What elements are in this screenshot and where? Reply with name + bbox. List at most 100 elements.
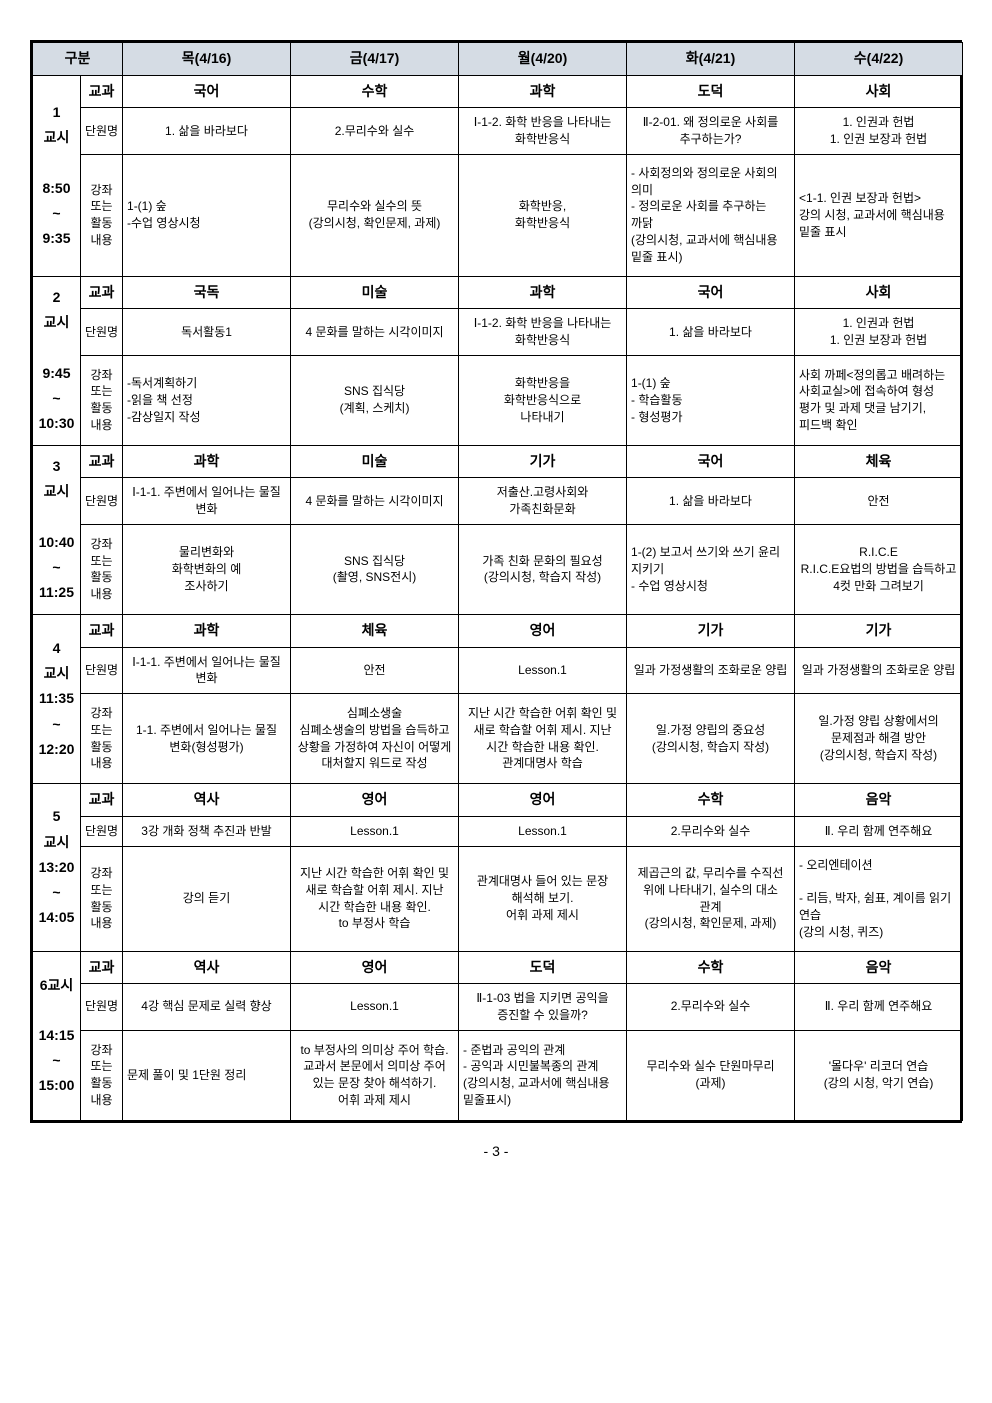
period-5-subject-row: 5교시13:20~14:05교과역사영어영어수학음악 bbox=[33, 784, 963, 817]
period-6-content-3: 무리수와 실수 단원마무리(과제) bbox=[627, 1030, 795, 1120]
period-1-content-1: 무리수와 실수의 뜻(강의시청, 확인문제, 과제) bbox=[291, 154, 459, 276]
period-5-content-2: 관계대명사 들어 있는 문장 해석해 보기.어휘 과제 제시 bbox=[459, 846, 627, 951]
period-4-subject-3: 기가 bbox=[627, 614, 795, 647]
period-1-subject-0: 국어 bbox=[123, 75, 291, 108]
period-4-unit-1: 안전 bbox=[291, 647, 459, 694]
period-2-subject-0: 국독 bbox=[123, 276, 291, 309]
period-2-content-4: 사회 까페<정의롭고 배려하는 사회교실>에 접속하여 형성 평가 및 과제 댓… bbox=[795, 355, 963, 445]
period-3-content-0: 물리변화와화학변화의 예조사하기 bbox=[123, 524, 291, 614]
header-row: 구분목(4/16)금(4/17)월(4/20)화(4/21)수(4/22) bbox=[33, 43, 963, 76]
period-1-content-3: - 사회정의와 정의로운 사회의 의미- 정의로운 사회를 추구하는 까닭(강의… bbox=[627, 154, 795, 276]
subject-label: 교과 bbox=[81, 445, 123, 478]
period-2-unit-row: 단원명독서활동14 문화를 말하는 시각이미지Ⅰ-1-2. 화학 반응을 나타내… bbox=[33, 309, 963, 356]
period-2-label: 2교시9:45~10:30 bbox=[33, 276, 81, 445]
unit-label: 단원명 bbox=[81, 478, 123, 525]
period-1-unit-0: 1. 삶을 바라보다 bbox=[123, 108, 291, 155]
period-3-unit-3: 1. 삶을 바라보다 bbox=[627, 478, 795, 525]
period-4-subject-2: 영어 bbox=[459, 614, 627, 647]
period-6-label: 6교시14:15~15:00 bbox=[33, 951, 81, 1120]
period-4-content-2: 지난 시간 학습한 어휘 확인 및 새로 학습할 어휘 제시. 지난 시간 학습… bbox=[459, 694, 627, 784]
period-3-subject-0: 과학 bbox=[123, 445, 291, 478]
period-6-unit-2: Ⅱ-1-03 법을 지키면 공익을 증진할 수 있을까? bbox=[459, 984, 627, 1031]
period-2-content-row: 강좌 또는 활동 내용-독서계획하기-읽을 책 선정-감상일지 작성SNS 집식… bbox=[33, 355, 963, 445]
unit-label: 단원명 bbox=[81, 647, 123, 694]
period-5-content-1: 지난 시간 학습한 어휘 확인 및 새로 학습할 어휘 제시. 지난 시간 학습… bbox=[291, 846, 459, 951]
period-5-subject-0: 역사 bbox=[123, 784, 291, 817]
period-2-unit-3: 1. 삶을 바라보다 bbox=[627, 309, 795, 356]
period-1-content-0: 1-(1) 숲-수업 영상시청 bbox=[123, 154, 291, 276]
period-4-content-0: 1-1. 주변에서 일어나는 물질 변화(형성평가) bbox=[123, 694, 291, 784]
subject-label: 교과 bbox=[81, 614, 123, 647]
period-5-unit-0: 3강 개화 정책 추진과 반발 bbox=[123, 816, 291, 846]
period-4-subject-1: 체육 bbox=[291, 614, 459, 647]
header-gubun: 구분 bbox=[33, 43, 123, 76]
period-1-subject-3: 도덕 bbox=[627, 75, 795, 108]
header-day-0: 목(4/16) bbox=[123, 43, 291, 76]
period-4-unit-row: 단원명Ⅰ-1-1. 주변에서 일어나는 물질 변화안전Lesson.1일과 가정… bbox=[33, 647, 963, 694]
period-4-content-3: 일.가정 양립의 중요성(강의시청, 학습지 작성) bbox=[627, 694, 795, 784]
unit-label: 단원명 bbox=[81, 309, 123, 356]
period-1-unit-3: Ⅱ-2-01. 왜 정의로운 사회를 추구하는가? bbox=[627, 108, 795, 155]
period-5-content-0: 강의 듣기 bbox=[123, 846, 291, 951]
content-label: 강좌 또는 활동 내용 bbox=[81, 846, 123, 951]
period-4-label: 4교시11:35~12:20 bbox=[33, 614, 81, 783]
period-3-content-row: 강좌 또는 활동 내용물리변화와화학변화의 예조사하기SNS 집식당(촬영, S… bbox=[33, 524, 963, 614]
period-5-content-4: - 오리엔테이션- 리듬, 박자, 쉼표, 계이름 읽기 연습(강의 시청, 퀴… bbox=[795, 846, 963, 951]
period-2-unit-0: 독서활동1 bbox=[123, 309, 291, 356]
period-3-unit-1: 4 문화를 말하는 시각이미지 bbox=[291, 478, 459, 525]
period-3-content-2: 가족 친화 문화의 필요성(강의시청, 학습지 작성) bbox=[459, 524, 627, 614]
period-5-label: 5교시13:20~14:05 bbox=[33, 784, 81, 951]
page-number: - 3 - bbox=[30, 1143, 962, 1159]
period-5-subject-4: 음악 bbox=[795, 784, 963, 817]
period-6-subject-row: 6교시14:15~15:00교과역사영어도덕수학음악 bbox=[33, 951, 963, 984]
period-6-subject-2: 도덕 bbox=[459, 951, 627, 984]
period-6-content-0: 문제 풀이 및 1단원 정리 bbox=[123, 1030, 291, 1120]
period-1-unit-2: Ⅰ-1-2. 화학 반응을 나타내는 화학반응식 bbox=[459, 108, 627, 155]
period-2-subject-1: 미술 bbox=[291, 276, 459, 309]
subject-label: 교과 bbox=[81, 784, 123, 817]
period-5-subject-2: 영어 bbox=[459, 784, 627, 817]
period-3-subject-4: 체육 bbox=[795, 445, 963, 478]
subject-label: 교과 bbox=[81, 276, 123, 309]
period-3-label: 3교시10:40~11:25 bbox=[33, 445, 81, 614]
period-5-content-3: 제곱근의 값, 무리수를 수직선 위에 나타내기, 실수의 대소 관계(강의시청… bbox=[627, 846, 795, 951]
period-3-unit-2: 저출산.고령사회와 가족친화문화 bbox=[459, 478, 627, 525]
unit-label: 단원명 bbox=[81, 108, 123, 155]
subject-label: 교과 bbox=[81, 75, 123, 108]
period-3-unit-row: 단원명Ⅰ-1-1. 주변에서 일어나는 물질 변화4 문화를 말하는 시각이미지… bbox=[33, 478, 963, 525]
period-5-unit-4: Ⅱ. 우리 함께 연주해요 bbox=[795, 816, 963, 846]
period-5-unit-1: Lesson.1 bbox=[291, 816, 459, 846]
period-2-unit-1: 4 문화를 말하는 시각이미지 bbox=[291, 309, 459, 356]
schedule-table: 구분목(4/16)금(4/17)월(4/20)화(4/21)수(4/22)1교시… bbox=[32, 42, 963, 1121]
period-3-content-1: SNS 집식당(촬영, SNS전시) bbox=[291, 524, 459, 614]
period-4-content-4: 일.가정 양립 상황에서의 문제점과 해결 방안(강의시청, 학습지 작성) bbox=[795, 694, 963, 784]
period-6-content-4: '몰다우' 리코더 연습(강의 시청, 악기 연습) bbox=[795, 1030, 963, 1120]
period-1-subject-2: 과학 bbox=[459, 75, 627, 108]
period-2-subject-3: 국어 bbox=[627, 276, 795, 309]
period-1-label: 1교시8:50~9:35 bbox=[33, 75, 81, 276]
header-day-4: 수(4/22) bbox=[795, 43, 963, 76]
period-1-subject-1: 수학 bbox=[291, 75, 459, 108]
period-3-subject-3: 국어 bbox=[627, 445, 795, 478]
period-2-content-2: 화학반응을화학반응식으로나타내기 bbox=[459, 355, 627, 445]
period-3-subject-2: 기가 bbox=[459, 445, 627, 478]
period-5-subject-3: 수학 bbox=[627, 784, 795, 817]
period-5-unit-3: 2.무리수와 실수 bbox=[627, 816, 795, 846]
period-4-subject-4: 기가 bbox=[795, 614, 963, 647]
period-2-unit-4: 1. 인권과 헌법1. 인권 보장과 헌법 bbox=[795, 309, 963, 356]
period-1-unit-4: 1. 인권과 헌법1. 인권 보장과 헌법 bbox=[795, 108, 963, 155]
period-6-subject-4: 음악 bbox=[795, 951, 963, 984]
period-4-content-row: 강좌 또는 활동 내용1-1. 주변에서 일어나는 물질 변화(형성평가)심폐소… bbox=[33, 694, 963, 784]
period-6-unit-0: 4강 핵심 문제로 실력 향상 bbox=[123, 984, 291, 1031]
header-day-2: 월(4/20) bbox=[459, 43, 627, 76]
period-1-content-2: 화학반응,화학반응식 bbox=[459, 154, 627, 276]
period-6-unit-4: Ⅱ. 우리 함께 연주해요 bbox=[795, 984, 963, 1031]
period-5-unit-row: 단원명3강 개화 정책 추진과 반발Lesson.1Lesson.12.무리수와… bbox=[33, 816, 963, 846]
period-3-content-4: R.I.C.ER.I.C.E요법의 방법을 습득하고 4컷 만화 그려보기 bbox=[795, 524, 963, 614]
content-label: 강좌 또는 활동 내용 bbox=[81, 355, 123, 445]
period-2-content-1: SNS 집식당(계획, 스케치) bbox=[291, 355, 459, 445]
period-5-subject-1: 영어 bbox=[291, 784, 459, 817]
unit-label: 단원명 bbox=[81, 984, 123, 1031]
period-5-content-row: 강좌 또는 활동 내용강의 듣기지난 시간 학습한 어휘 확인 및 새로 학습할… bbox=[33, 846, 963, 951]
period-3-subject-row: 3교시10:40~11:25교과과학미술기가국어체육 bbox=[33, 445, 963, 478]
